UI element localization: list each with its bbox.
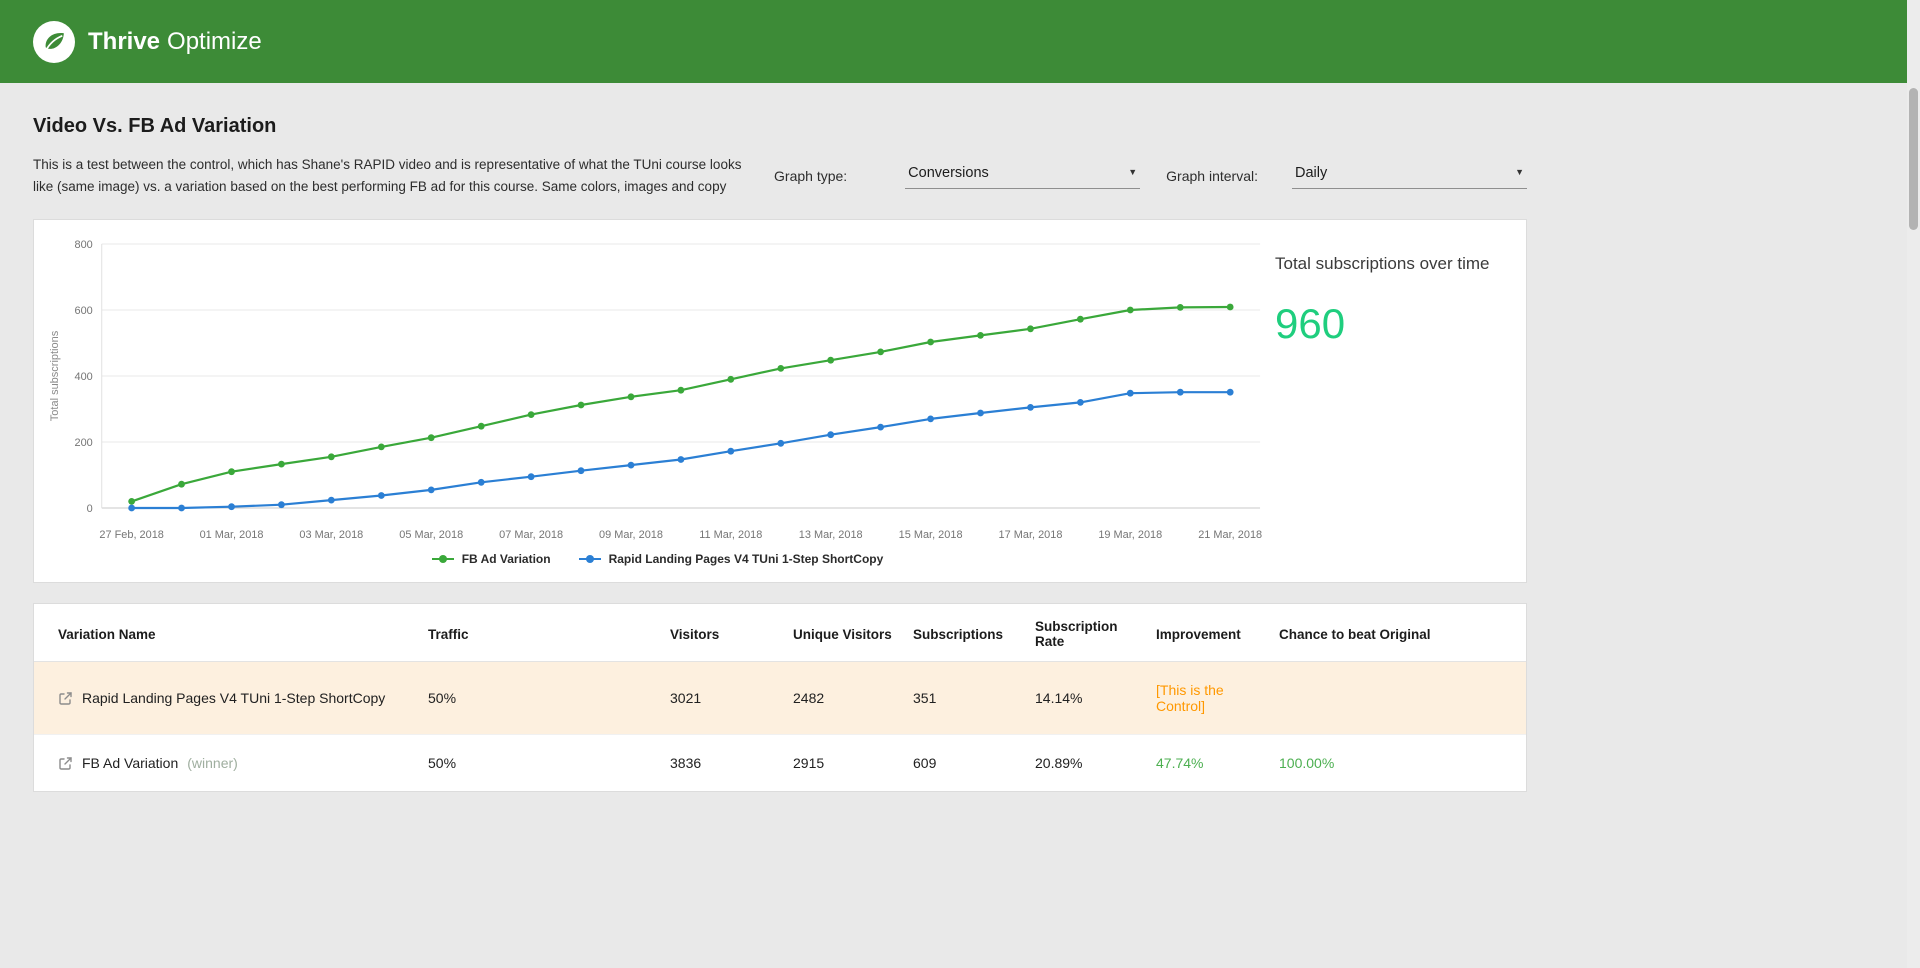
graph-type-control: Graph type: Conversions ▼ bbox=[774, 163, 1140, 189]
svg-text:19 Mar, 2018: 19 Mar, 2018 bbox=[1098, 529, 1162, 541]
column-header: Visitors bbox=[670, 604, 793, 662]
subscriptions-chart: 0 200 400 600 800 27 Feb, 2018 01 Mar, 2018 03 … bbox=[40, 228, 1275, 548]
legend-item[interactable]: FB Ad Variation bbox=[432, 552, 551, 566]
chance-cell bbox=[1279, 662, 1526, 735]
graph-interval-label: Graph interval: bbox=[1166, 168, 1258, 184]
brand-bold: Thrive bbox=[88, 28, 160, 56]
chart-legend: FB Ad Variation Rapid Landing Pages V4 TU… bbox=[40, 552, 1275, 566]
svg-text:07 Mar, 2018: 07 Mar, 2018 bbox=[499, 529, 563, 541]
visitors-cell: 3836 bbox=[670, 735, 793, 792]
improvement-cell: [This is the Control] bbox=[1156, 662, 1279, 735]
external-link-icon[interactable] bbox=[58, 756, 73, 771]
svg-text:27 Feb, 2018: 27 Feb, 2018 bbox=[99, 529, 164, 541]
column-header: Chance to beat Original bbox=[1279, 604, 1526, 662]
improvement-cell: 47.74% bbox=[1156, 735, 1279, 792]
legend-marker-icon bbox=[432, 558, 454, 560]
scrollbar-thumb[interactable] bbox=[1909, 88, 1918, 230]
svg-text:400: 400 bbox=[75, 371, 93, 383]
legend-marker-icon bbox=[579, 558, 601, 560]
svg-text:15 Mar, 2018: 15 Mar, 2018 bbox=[899, 529, 963, 541]
vertical-scrollbar[interactable] bbox=[1907, 0, 1920, 968]
app-header: Thrive Optimize bbox=[0, 0, 1920, 83]
chart-card: 0 200 400 600 800 27 Feb, 2018 01 Mar, 2018 03 … bbox=[33, 219, 1527, 583]
svg-text:03 Mar, 2018: 03 Mar, 2018 bbox=[299, 529, 363, 541]
column-header: Traffic bbox=[428, 604, 670, 662]
legend-item[interactable]: Rapid Landing Pages V4 TUni 1-Step Short… bbox=[579, 552, 884, 566]
column-header: Unique Visitors bbox=[793, 604, 913, 662]
graph-interval-value: Daily bbox=[1295, 165, 1327, 181]
brand-light: Optimize bbox=[167, 28, 262, 56]
table-body: Rapid Landing Pages V4 TUni 1-Step Short… bbox=[34, 662, 1526, 792]
svg-text:09 Mar, 2018: 09 Mar, 2018 bbox=[599, 529, 663, 541]
chart-summary: Total subscriptions over time 960 bbox=[1275, 228, 1533, 566]
subscription-rate-cell: 14.14% bbox=[1035, 662, 1156, 735]
caret-down-icon: ▼ bbox=[1515, 168, 1524, 177]
table-header-row: Variation NameTrafficVisitorsUnique Visi… bbox=[34, 604, 1526, 662]
graph-type-label: Graph type: bbox=[774, 168, 847, 184]
column-header: Improvement bbox=[1156, 604, 1279, 662]
variation-name: Rapid Landing Pages V4 TUni 1-Step Short… bbox=[82, 690, 385, 706]
svg-text:21 Mar, 2018: 21 Mar, 2018 bbox=[1198, 529, 1262, 541]
svg-text:01 Mar, 2018: 01 Mar, 2018 bbox=[200, 529, 264, 541]
svg-text:13 Mar, 2018: 13 Mar, 2018 bbox=[799, 529, 863, 541]
traffic-cell: 50% bbox=[428, 662, 670, 735]
caret-down-icon: ▼ bbox=[1128, 168, 1137, 177]
column-header: Subscriptions bbox=[913, 604, 1035, 662]
description-line-2: like (same image) vs. a variation based … bbox=[33, 176, 741, 198]
main-content: Video Vs. FB Ad Variation This is a test… bbox=[33, 83, 1527, 792]
subheader-row: This is a test between the control, whic… bbox=[33, 154, 1527, 197]
subscriptions-cell: 609 bbox=[913, 735, 1035, 792]
variation-name: FB Ad Variation bbox=[82, 755, 178, 771]
svg-text:17 Mar, 2018: 17 Mar, 2018 bbox=[999, 529, 1063, 541]
page-title: Video Vs. FB Ad Variation bbox=[33, 115, 1527, 138]
external-link-icon[interactable] bbox=[58, 691, 73, 706]
variations-table: Variation NameTrafficVisitorsUnique Visi… bbox=[34, 604, 1526, 791]
svg-text:200: 200 bbox=[75, 437, 93, 449]
total-subscriptions-value: 960 bbox=[1275, 300, 1521, 348]
svg-text:Total subscriptions: Total subscriptions bbox=[49, 330, 61, 421]
subscription-rate-cell: 20.89% bbox=[1035, 735, 1156, 792]
description-line-1: This is a test between the control, whic… bbox=[33, 154, 741, 176]
test-description: This is a test between the control, whic… bbox=[33, 154, 741, 197]
legend-label: FB Ad Variation bbox=[462, 552, 551, 566]
summary-label: Total subscriptions over time bbox=[1275, 254, 1521, 274]
winner-tag: (winner) bbox=[187, 755, 238, 771]
traffic-cell: 50% bbox=[428, 735, 670, 792]
graph-interval-dropdown[interactable]: Daily ▼ bbox=[1292, 163, 1527, 189]
variation-row: FB Ad Variation (winner) 50%3836291560920.… bbox=[34, 735, 1526, 792]
chart-area: 0 200 400 600 800 27 Feb, 2018 01 Mar, 2018 03 … bbox=[40, 228, 1275, 566]
variation-row: Rapid Landing Pages V4 TUni 1-Step Short… bbox=[34, 662, 1526, 735]
unique-visitors-cell: 2482 bbox=[793, 662, 913, 735]
graph-type-dropdown[interactable]: Conversions ▼ bbox=[905, 163, 1140, 189]
variations-table-card: Variation NameTrafficVisitorsUnique Visi… bbox=[33, 603, 1527, 792]
svg-text:0: 0 bbox=[87, 503, 93, 515]
svg-text:800: 800 bbox=[75, 239, 93, 251]
svg-text:11 Mar, 2018: 11 Mar, 2018 bbox=[699, 529, 762, 541]
unique-visitors-cell: 2915 bbox=[793, 735, 913, 792]
graph-type-value: Conversions bbox=[908, 165, 989, 181]
subscriptions-cell: 351 bbox=[913, 662, 1035, 735]
svg-text:05 Mar, 2018: 05 Mar, 2018 bbox=[399, 529, 463, 541]
graph-controls: Graph type: Conversions ▼ Graph interval… bbox=[774, 163, 1527, 189]
visitors-cell: 3021 bbox=[670, 662, 793, 735]
svg-text:600: 600 bbox=[75, 305, 93, 317]
column-header: Subscription Rate bbox=[1035, 604, 1156, 662]
legend-label: Rapid Landing Pages V4 TUni 1-Step Short… bbox=[609, 552, 884, 566]
column-header: Variation Name bbox=[34, 604, 428, 662]
chance-cell: 100.00% bbox=[1279, 735, 1526, 792]
thrive-logo-icon bbox=[33, 21, 75, 63]
graph-interval-control: Graph interval: Daily ▼ bbox=[1166, 163, 1527, 189]
brand-name: Thrive Optimize bbox=[88, 28, 262, 56]
